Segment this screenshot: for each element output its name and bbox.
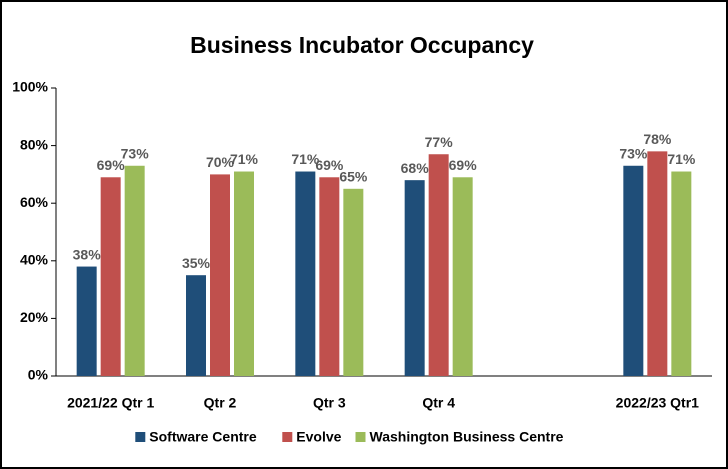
value-label: 71% bbox=[667, 151, 696, 167]
y-tick-label: 20% bbox=[20, 309, 49, 325]
value-label: 73% bbox=[121, 145, 150, 161]
bar bbox=[428, 154, 449, 376]
bar bbox=[124, 165, 145, 376]
value-label: 38% bbox=[73, 246, 102, 262]
bar bbox=[343, 188, 364, 376]
legend-label: Software Centre bbox=[149, 429, 257, 445]
value-label: 70% bbox=[206, 154, 235, 170]
value-label: 69% bbox=[315, 157, 344, 173]
bar bbox=[234, 171, 254, 376]
value-label: 35% bbox=[182, 255, 211, 271]
legend-label: Evolve bbox=[296, 429, 341, 445]
bar bbox=[76, 266, 97, 376]
legend-swatch bbox=[355, 432, 366, 442]
x-tick-label: 2021/22 Qtr 1 bbox=[67, 395, 154, 411]
value-label: 65% bbox=[339, 169, 368, 185]
bar bbox=[100, 177, 121, 376]
value-label: 78% bbox=[643, 131, 672, 147]
value-label: 68% bbox=[401, 160, 430, 176]
y-tick-label: 0% bbox=[28, 367, 49, 383]
bar bbox=[404, 180, 425, 376]
chart-title: Business Incubator Occupancy bbox=[190, 32, 534, 58]
x-tick-label: Qtr 3 bbox=[313, 395, 346, 411]
value-label: 69% bbox=[449, 157, 478, 173]
bar bbox=[210, 174, 230, 376]
bar bbox=[623, 165, 644, 376]
y-tick-label: 100% bbox=[12, 79, 48, 95]
bar bbox=[671, 171, 692, 376]
x-tick-label: Qtr 2 bbox=[204, 395, 237, 411]
bar bbox=[647, 151, 668, 376]
y-tick-label: 40% bbox=[20, 252, 49, 268]
value-label: 71% bbox=[230, 151, 259, 167]
bar bbox=[186, 275, 206, 376]
x-tick-label: Qtr 4 bbox=[422, 395, 455, 411]
y-tick-label: 80% bbox=[20, 136, 49, 152]
legend-swatch bbox=[282, 432, 293, 442]
y-tick-label: 60% bbox=[20, 194, 49, 210]
x-tick-label: 2022/23 Qtr1 bbox=[616, 395, 699, 411]
value-label: 73% bbox=[619, 145, 648, 161]
bar bbox=[319, 177, 340, 376]
value-label: 71% bbox=[291, 151, 320, 167]
value-label: 69% bbox=[97, 157, 126, 173]
value-label: 77% bbox=[425, 134, 454, 150]
legend-swatch bbox=[135, 432, 146, 442]
bar bbox=[295, 171, 316, 376]
bar bbox=[452, 177, 473, 376]
legend-label: Washington Business Centre bbox=[370, 429, 564, 445]
